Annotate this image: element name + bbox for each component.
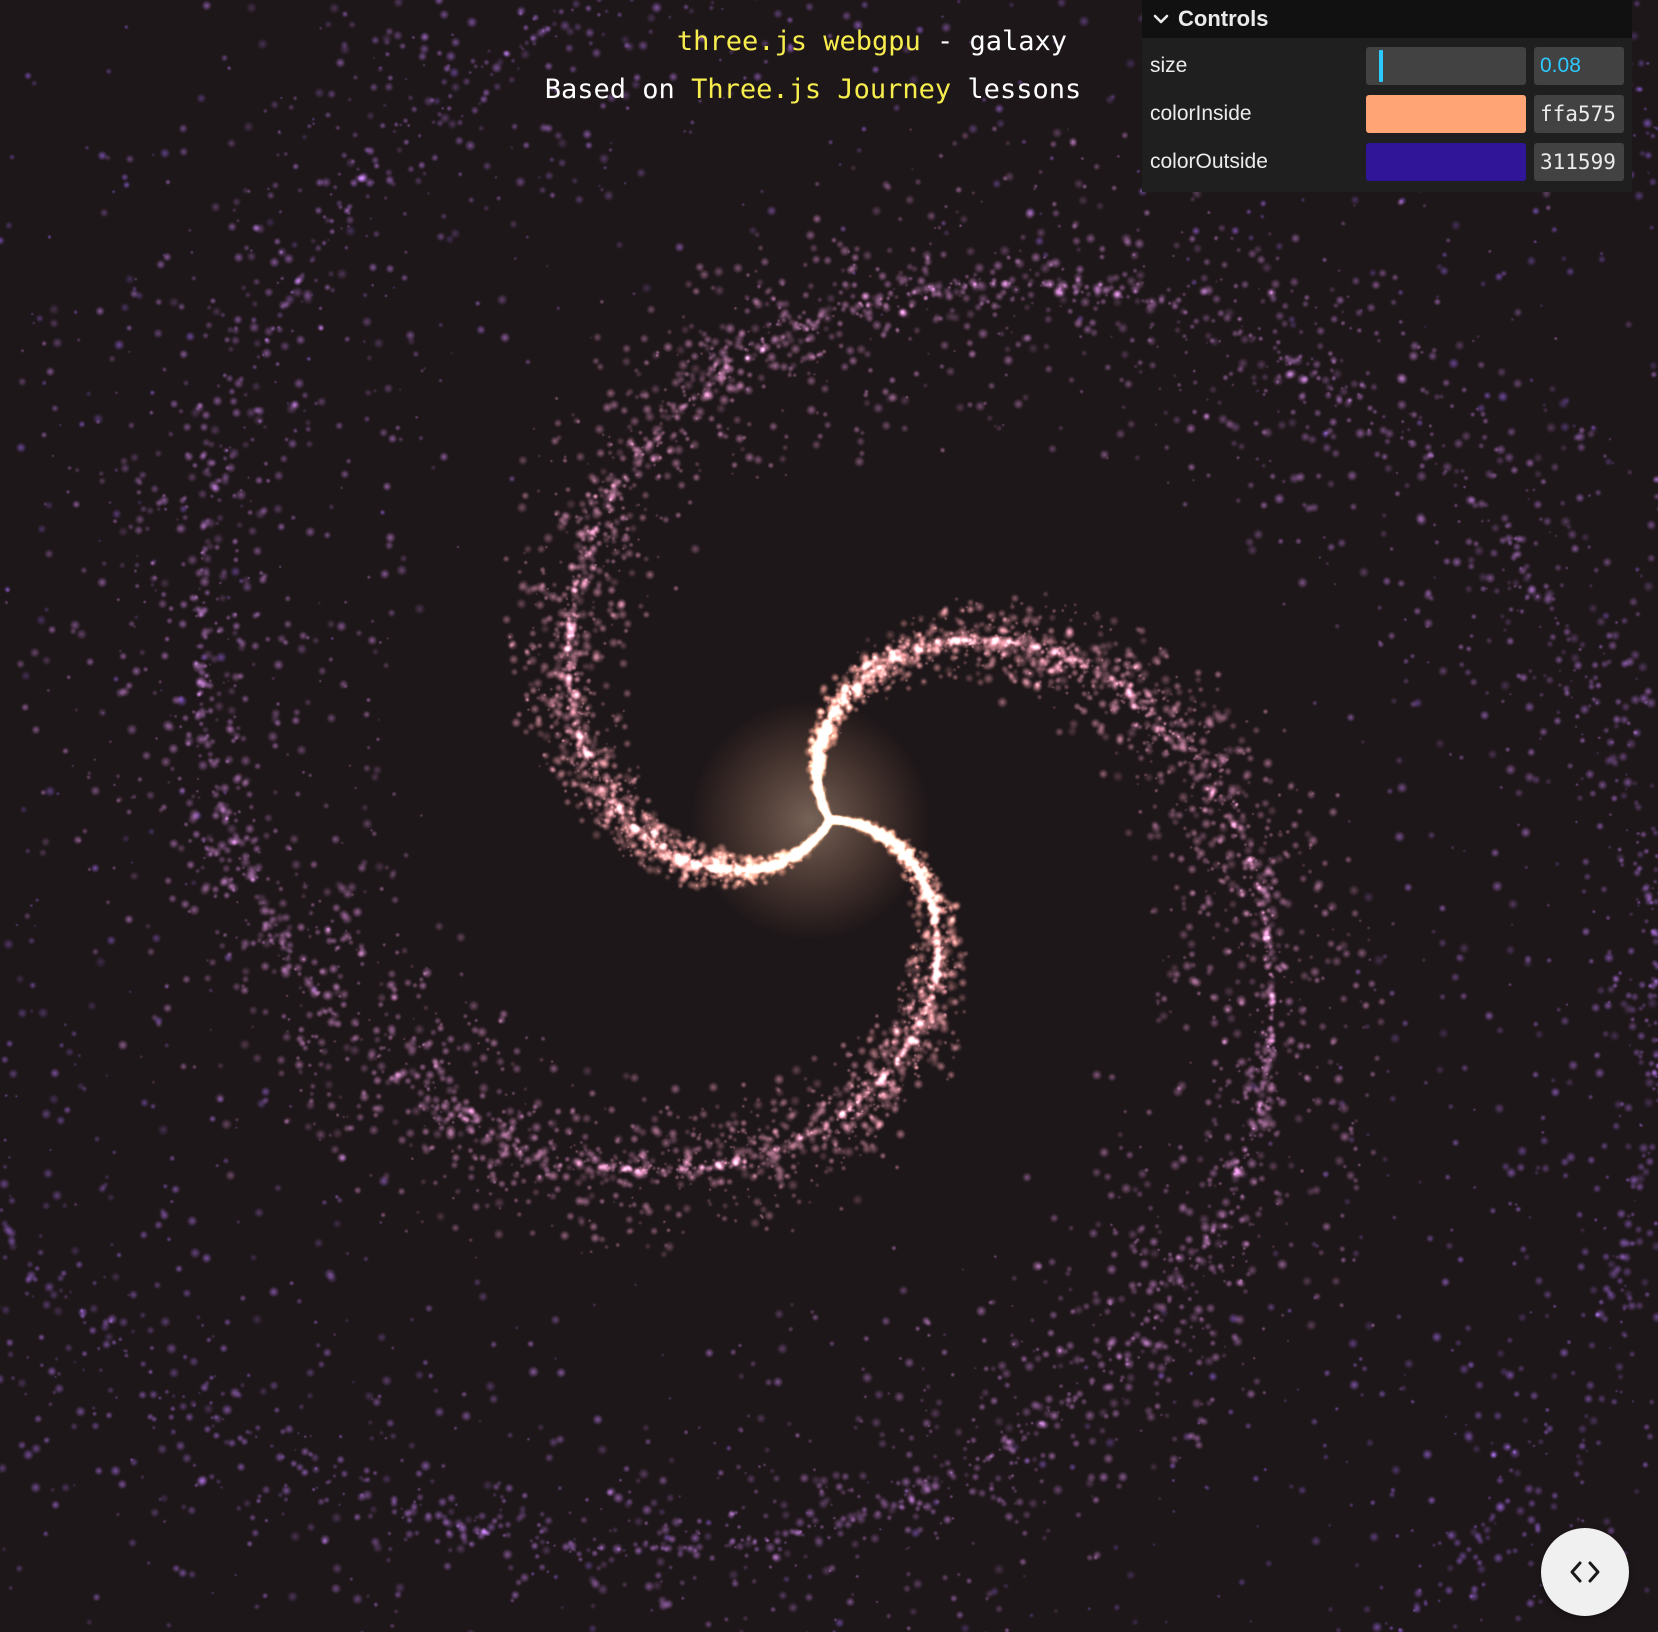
size-slider-handle[interactable] xyxy=(1379,50,1384,82)
color-outside-control: colorOutside xyxy=(1150,140,1624,184)
size-control: size xyxy=(1150,44,1624,88)
color-inside-swatch[interactable] xyxy=(1366,95,1526,133)
size-input[interactable] xyxy=(1534,47,1624,85)
color-outside-input[interactable] xyxy=(1534,143,1624,181)
size-label: size xyxy=(1150,54,1188,77)
threejs-link[interactable]: three.js webgpu xyxy=(676,26,921,57)
color-inside-input[interactable] xyxy=(1534,95,1624,133)
color-outside-label: colorOutside xyxy=(1150,150,1268,173)
journey-link[interactable]: Three.js Journey xyxy=(691,74,952,105)
size-slider[interactable] xyxy=(1366,47,1526,85)
color-inside-control: colorInside xyxy=(1150,92,1624,136)
chevron-down-icon xyxy=(1153,14,1169,24)
code-brackets-icon xyxy=(1570,1561,1600,1583)
view-source-button[interactable] xyxy=(1541,1528,1629,1616)
controls-title-bar[interactable]: Controls xyxy=(1142,0,1632,38)
color-outside-swatch[interactable] xyxy=(1366,143,1526,181)
controls-title: Controls xyxy=(1178,6,1269,31)
controls-panel: Controls size colorInside colorOutside xyxy=(1142,0,1632,192)
color-inside-label: colorInside xyxy=(1150,102,1252,125)
